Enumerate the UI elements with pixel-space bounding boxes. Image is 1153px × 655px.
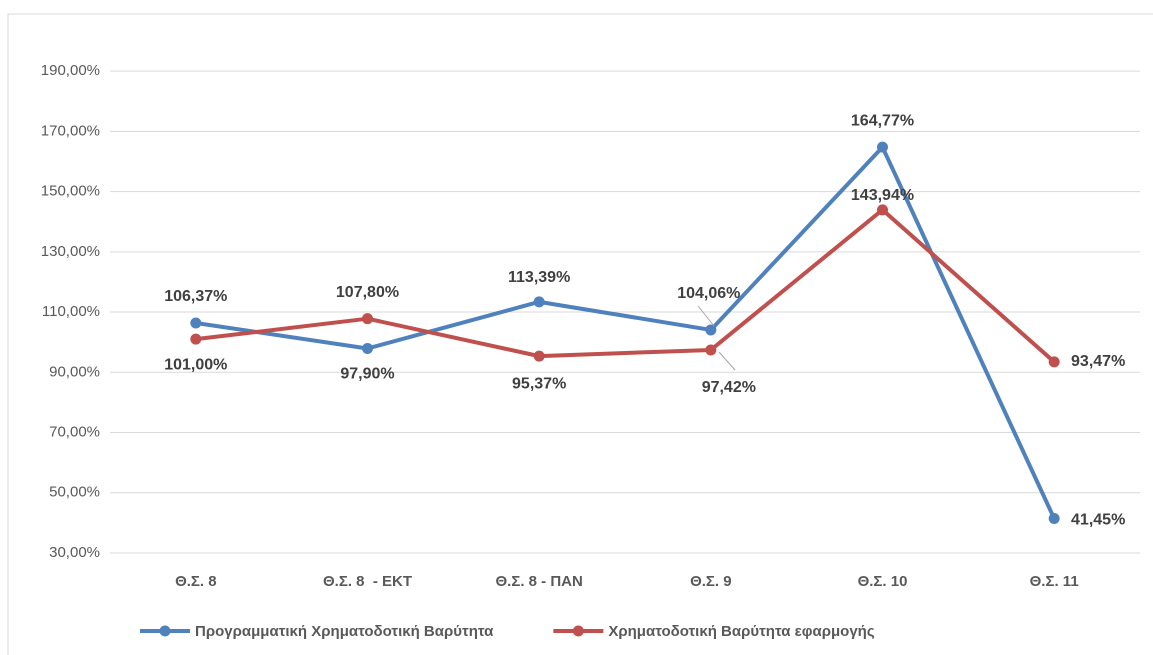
leader-line — [718, 351, 736, 371]
data-label: 107,80% — [336, 284, 399, 301]
y-tick-label: 170,00% — [41, 122, 100, 139]
leader-line — [697, 305, 715, 327]
y-tick-label: 110,00% — [42, 303, 100, 320]
data-point — [362, 313, 373, 325]
y-tick-label: 30,00% — [49, 544, 100, 561]
data-label: 106,37% — [164, 288, 227, 305]
data-label: 93,47% — [1071, 353, 1125, 370]
legend-marker — [159, 625, 171, 637]
x-tick-label: Θ.Σ. 10 — [858, 573, 908, 590]
data-point — [533, 296, 545, 308]
data-label: 95,37% — [512, 375, 566, 392]
data-label: 41,45% — [1071, 512, 1125, 529]
data-label: 104,06% — [677, 285, 740, 302]
legend-label: Χρηματοδοτική Βαρύτητα εφαρμογής — [608, 623, 874, 640]
y-tick-label: 150,00% — [41, 183, 100, 200]
y-tick-label: 70,00% — [49, 423, 100, 440]
chart-border — [7, 13, 1153, 655]
x-tick-label: Θ.Σ. 11 — [1030, 573, 1079, 590]
data-label: 143,94% — [851, 187, 914, 204]
data-point — [190, 317, 202, 329]
data-label: 164,77% — [851, 112, 914, 129]
x-tick-label: Θ.Σ. 8 — [175, 573, 217, 590]
data-point — [877, 204, 888, 216]
data-point — [877, 141, 888, 153]
series-line — [195, 145, 1056, 520]
y-tick-label: 130,00% — [41, 243, 100, 260]
data-point — [362, 343, 373, 355]
x-tick-label: Θ.Σ. 8 - ΠΑΝ — [495, 573, 582, 590]
data-point — [1048, 513, 1060, 525]
data-label: 101,00% — [164, 356, 227, 373]
series-line — [195, 207, 1056, 364]
data-point — [705, 324, 717, 336]
x-tick-label: Θ.Σ. 9 — [690, 573, 732, 590]
data-label: 97,90% — [340, 366, 394, 383]
data-label: 113,39% — [508, 269, 570, 286]
legend-marker — [572, 625, 584, 637]
data-point — [190, 333, 202, 345]
y-tick-label: 50,00% — [49, 484, 100, 501]
data-label: 97,42% — [702, 379, 756, 396]
legend-label: Προγραμματική Χρηματοδοτική Βαρύτητα — [195, 623, 494, 640]
y-tick-label: 190,00% — [41, 62, 100, 79]
data-point — [705, 344, 717, 356]
x-tick-label: Θ.Σ. 8 - ΕΚΤ — [323, 573, 412, 590]
data-point — [1048, 356, 1060, 368]
data-point — [533, 350, 545, 362]
y-tick-label: 90,00% — [49, 363, 100, 380]
